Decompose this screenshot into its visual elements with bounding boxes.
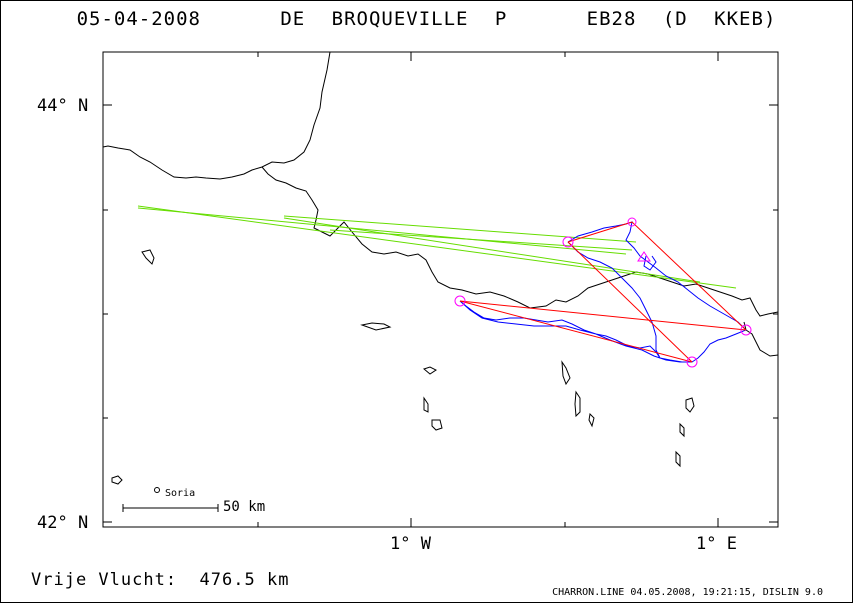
map-border: [102, 51, 779, 528]
soria-marker: [154, 487, 160, 493]
scale-bar: [122, 504, 219, 512]
turnpoint-4[interactable]: [454, 295, 466, 307]
lat-label-44n: 44° N: [37, 96, 89, 116]
wind-lines: [137, 205, 737, 289]
lat-ticks: [103, 104, 778, 523]
lon-ticks: [257, 52, 719, 527]
turnpoint-1[interactable]: [562, 236, 574, 248]
start-triangle[interactable]: [637, 251, 651, 262]
turnpoints[interactable]: [454, 217, 752, 368]
distance-value: 476.5 km: [199, 570, 290, 590]
scale-label: 50 km: [223, 499, 266, 515]
lon-label-1e: 1° E: [696, 534, 737, 554]
coastline-atlantic: [102, 51, 331, 180]
lat-label-42n: 42° N: [37, 513, 89, 533]
turnpoint-5[interactable]: [686, 356, 698, 368]
free-flight-distance: Vrije Vlucht: 476.5 km: [31, 570, 289, 590]
border-pyrenees: [261, 166, 779, 317]
flight-track[interactable]: [459, 221, 747, 363]
turnpoint-3[interactable]: [740, 324, 752, 336]
coastline-mediterranean: [743, 321, 779, 357]
distance-label: Vrije Vlucht:: [31, 570, 178, 590]
lakes: [111, 249, 695, 485]
credit-line: CHARRON.LINE 04.05.2008, 19:21:15, DISLI…: [552, 587, 823, 598]
soria-label: Soria: [165, 488, 196, 499]
turnpoint-2[interactable]: [627, 217, 637, 227]
pilot-name: DE BROQUEVILLE P: [280, 8, 508, 30]
flight-date: 05-04-2008: [76, 8, 201, 30]
task-legs: [459, 221, 747, 363]
flight-title: 05-04-2008 DE BROQUEVILLE P EB28 (D KKEB…: [0, 8, 853, 30]
glider-id: EB28 (D KKEB): [586, 8, 777, 30]
lon-label-1w: 1° W: [390, 534, 431, 554]
